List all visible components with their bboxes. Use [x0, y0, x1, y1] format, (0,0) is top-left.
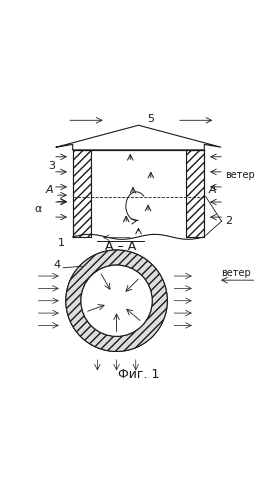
Text: ветер: ветер — [225, 170, 255, 179]
Polygon shape — [56, 125, 221, 150]
Text: 1: 1 — [58, 238, 65, 248]
Text: 3: 3 — [48, 162, 55, 172]
Polygon shape — [91, 150, 186, 237]
Circle shape — [66, 250, 167, 352]
Text: 4: 4 — [53, 260, 60, 270]
Text: А – А: А – А — [105, 240, 136, 252]
Wedge shape — [66, 250, 167, 352]
Polygon shape — [73, 150, 91, 237]
Polygon shape — [186, 150, 204, 237]
Text: Фиг. 1: Фиг. 1 — [118, 368, 159, 381]
Text: A: A — [45, 185, 53, 195]
Text: A: A — [209, 185, 216, 195]
Text: 5: 5 — [147, 114, 154, 124]
Text: ветер: ветер — [221, 268, 250, 278]
Text: 2: 2 — [225, 216, 232, 226]
Circle shape — [81, 265, 152, 336]
Text: α: α — [35, 204, 42, 214]
